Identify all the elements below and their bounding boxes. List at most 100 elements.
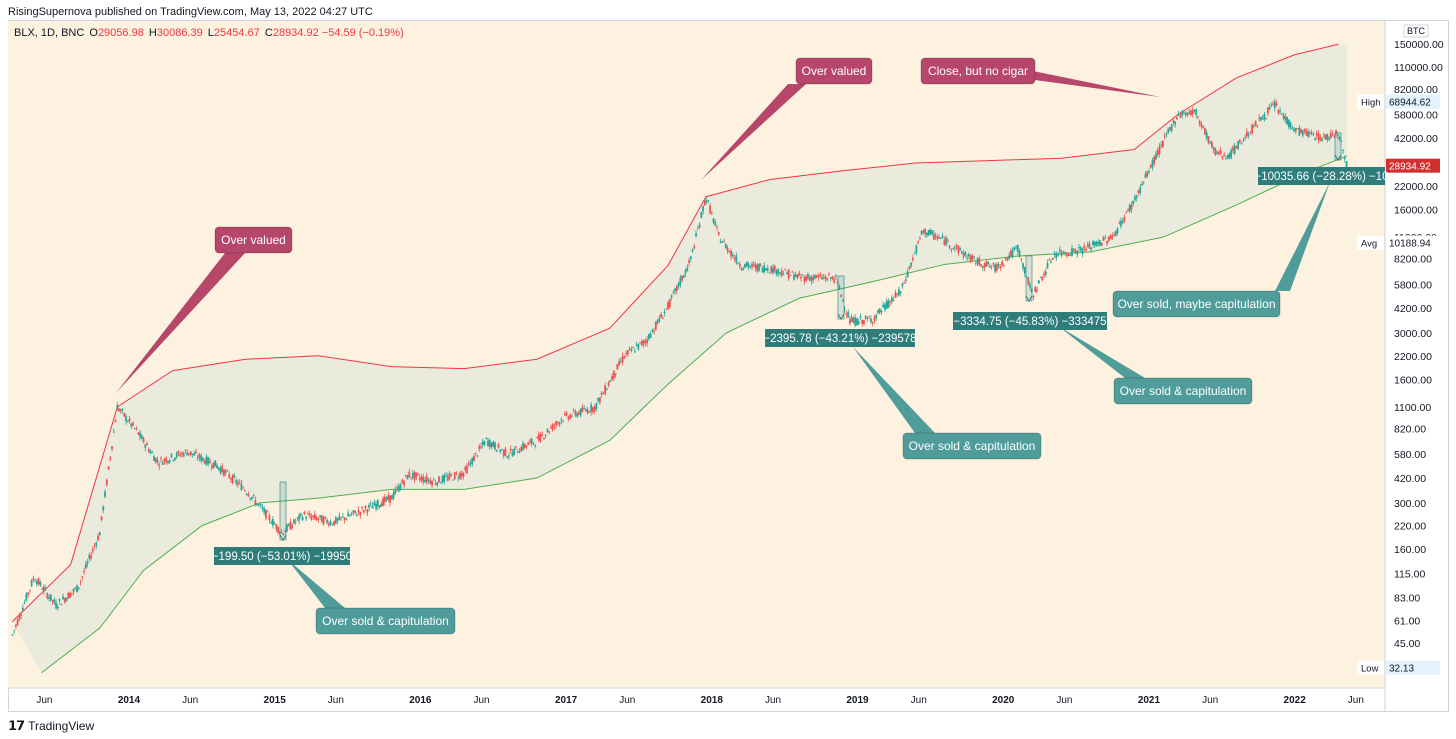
price-candle	[787, 269, 790, 279]
price-candle	[826, 278, 829, 281]
price-candle	[973, 256, 975, 258]
price-candle	[850, 317, 853, 322]
price-candle	[873, 317, 876, 321]
price-candle	[684, 269, 687, 274]
price-candle	[1083, 245, 1086, 249]
price-candle	[98, 532, 101, 536]
low-value: 25454.67	[213, 27, 260, 39]
price-candle	[473, 456, 475, 462]
price-candle	[1043, 273, 1045, 276]
price-candle	[431, 480, 433, 486]
oversold-callout-2015[interactable]	[315, 607, 456, 635]
measure-label-2022[interactable]	[1258, 167, 1385, 185]
upper-band-line	[12, 43, 1339, 622]
price-candle	[146, 443, 148, 446]
price-candle	[11, 634, 14, 636]
price-candle	[320, 515, 323, 523]
price-candle	[814, 274, 816, 279]
price-candle	[418, 477, 421, 480]
price-candle	[1058, 249, 1061, 252]
price-candle	[927, 229, 930, 236]
overvalued-callout-2014[interactable]	[214, 226, 293, 254]
price-candle	[457, 477, 460, 479]
price-candle	[981, 266, 984, 269]
price-axis-tick-label: 45.00	[1394, 638, 1420, 650]
price-candle	[1319, 137, 1322, 140]
price-candle	[682, 275, 685, 278]
price-candle	[427, 479, 430, 481]
price-candle	[1107, 236, 1110, 242]
price-candle	[1294, 127, 1297, 132]
price-candle	[382, 498, 384, 506]
price-candle	[868, 317, 871, 319]
price-candle	[1079, 247, 1082, 251]
time-axis-label: 2014	[118, 695, 141, 706]
price-candle	[557, 422, 559, 424]
price-axis-tick-label: 1100.00	[1394, 402, 1431, 414]
symbol-info[interactable]: BLX, 1D, BNC	[14, 27, 85, 39]
measure-label-2020[interactable]	[953, 312, 1107, 330]
price-candle	[223, 469, 225, 476]
price-candle	[658, 317, 661, 322]
price-candle	[376, 499, 379, 507]
price-candle	[79, 581, 82, 583]
price-candle	[189, 451, 192, 455]
price-axis-tick-label: 83.00	[1394, 593, 1420, 605]
price-candle	[749, 265, 752, 267]
price-candle	[635, 344, 638, 346]
time-axis-label: Jun	[765, 695, 781, 706]
price-candle	[751, 263, 753, 268]
price-candle	[389, 495, 391, 503]
price-candle	[132, 422, 134, 426]
price-candle	[660, 314, 662, 318]
price-candle	[1277, 110, 1280, 114]
price-candle	[1265, 117, 1267, 119]
price-candle	[1342, 149, 1344, 151]
price-candle	[1205, 132, 1208, 138]
price-candle	[647, 334, 650, 339]
price-candle	[490, 443, 493, 448]
oversold-callout-2019[interactable]	[902, 432, 1042, 460]
price-candle	[646, 339, 649, 344]
price-candle	[1183, 111, 1185, 113]
price-candle	[261, 507, 264, 509]
price-candle	[383, 496, 386, 503]
currency-badge[interactable]	[1403, 24, 1429, 38]
oversold-callout-2022[interactable]	[1112, 290, 1281, 318]
price-candle	[618, 361, 621, 366]
price-candle	[511, 452, 514, 457]
price-candle	[1006, 257, 1009, 261]
price-candle	[425, 475, 428, 483]
price-candle	[959, 248, 961, 251]
price-candle	[817, 275, 820, 278]
price-candle	[1085, 249, 1087, 251]
price-candle	[1343, 157, 1346, 160]
time-axis-label: Jun	[182, 695, 198, 706]
price-candle	[852, 317, 855, 323]
price-candle	[244, 490, 246, 492]
price-candle	[72, 589, 75, 592]
price-candle	[1121, 220, 1124, 223]
price-candle	[469, 462, 472, 464]
price-axis-tick-label: 1600.00	[1394, 374, 1432, 386]
price-candle	[1335, 130, 1337, 134]
price-candle	[724, 243, 727, 249]
price-candle	[443, 475, 446, 482]
oversold-callout-2020[interactable]	[1113, 377, 1253, 405]
close-no-cigar-callout[interactable]	[920, 57, 1036, 85]
price-candle	[623, 356, 626, 359]
measure-label-2019[interactable]	[765, 329, 915, 347]
price-candle	[1113, 235, 1115, 236]
price-candle	[1170, 124, 1173, 131]
price-candle	[763, 265, 766, 273]
tradingview-footer[interactable]: 𝟭𝟳 TradingView	[8, 718, 94, 734]
time-axis-label: 2016	[409, 695, 432, 706]
price-candle	[70, 592, 73, 594]
price-candle	[674, 288, 676, 292]
price-candle	[882, 304, 885, 308]
overvalued-callout-2018[interactable]	[795, 57, 873, 85]
measure-label-2015[interactable]	[214, 547, 350, 565]
price-candle	[1051, 257, 1054, 260]
price-candle	[233, 476, 236, 478]
